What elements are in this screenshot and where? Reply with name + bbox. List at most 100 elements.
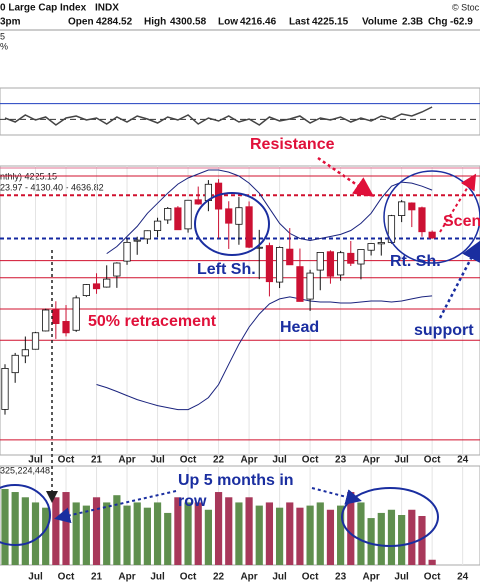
candle-body bbox=[337, 252, 345, 276]
candle-body bbox=[133, 239, 141, 242]
volume-bar bbox=[245, 497, 253, 565]
candle-body bbox=[62, 321, 70, 334]
volume-bar bbox=[204, 509, 212, 565]
open-value: 4284.52 bbox=[96, 17, 133, 28]
fragment: % bbox=[0, 41, 8, 51]
volume-bar bbox=[62, 492, 70, 565]
candle-body bbox=[367, 243, 375, 251]
candle-body bbox=[225, 208, 233, 224]
annotation: 50% retracement bbox=[88, 313, 217, 330]
annotation: Scen bbox=[443, 213, 480, 230]
high-value: 4300.58 bbox=[170, 17, 207, 28]
candle-body bbox=[275, 247, 284, 283]
x-tick-label: Jul bbox=[272, 455, 287, 466]
candle-body bbox=[357, 249, 365, 265]
band-legend: 23.97 - 4130.40 - 4636.82 bbox=[0, 182, 104, 192]
x-tick-label: Oct bbox=[424, 572, 441, 583]
price-panel bbox=[0, 165, 480, 456]
indicator-panel bbox=[0, 87, 480, 136]
candle-body bbox=[408, 202, 416, 211]
volume-bar bbox=[265, 502, 274, 565]
volume-bar bbox=[92, 497, 101, 565]
indicator-line bbox=[4, 106, 433, 126]
annotation: Resistance bbox=[250, 136, 335, 153]
volume-bar bbox=[316, 502, 324, 565]
chg-value: -62.9 bbox=[450, 17, 473, 28]
high-label: High bbox=[144, 17, 166, 28]
candle-body bbox=[164, 208, 172, 221]
candle-body bbox=[418, 207, 426, 233]
candle-body bbox=[286, 248, 294, 266]
candle-body bbox=[82, 284, 90, 297]
plot-layer: Jul Oct 21 Apr Jul Oct 22 Apr Jul Oct 23 Apr Jul Oct 2… bbox=[0, 103, 480, 583]
volume-bar bbox=[306, 505, 314, 565]
candle-body bbox=[72, 297, 80, 331]
x-tick-label: Oct bbox=[424, 455, 441, 466]
volume-bar bbox=[235, 502, 243, 565]
candle-body bbox=[347, 252, 355, 264]
volume-scale-label: 325,224,448 bbox=[0, 465, 50, 475]
candle-body bbox=[296, 266, 304, 302]
volume-bar bbox=[357, 502, 365, 565]
candle-body bbox=[326, 251, 335, 277]
candle-body bbox=[194, 199, 202, 205]
volume-bar bbox=[418, 515, 426, 565]
volume-bar bbox=[21, 497, 29, 565]
candle-body bbox=[143, 230, 151, 240]
index-symbol: INDX bbox=[95, 3, 119, 14]
bollinger-band bbox=[106, 169, 433, 255]
x-tick-label: Jul bbox=[28, 455, 43, 466]
volume-circle bbox=[0, 484, 51, 546]
x-tick-label: Jul bbox=[150, 455, 165, 466]
scenario-arrow bbox=[439, 173, 477, 233]
x-tick-label: 24 bbox=[457, 572, 469, 583]
volume-bar bbox=[31, 502, 40, 565]
volume-bar bbox=[214, 492, 223, 565]
volume-bar bbox=[275, 507, 284, 565]
support-arrow bbox=[438, 240, 480, 319]
annotation-shapes bbox=[0, 156, 480, 547]
candle-body bbox=[1, 367, 9, 410]
candle-body bbox=[52, 308, 60, 325]
low-label: Low bbox=[218, 17, 238, 28]
volume-bar bbox=[174, 497, 182, 565]
x-tick-label: Oct bbox=[58, 572, 75, 583]
x-tick-label: Oct bbox=[180, 572, 197, 583]
volume-bar bbox=[286, 502, 294, 565]
volume-bar bbox=[123, 505, 131, 565]
x-tick-label: 22 bbox=[213, 455, 225, 466]
candle-body bbox=[184, 199, 192, 230]
x-tick-label: Jul bbox=[394, 572, 409, 583]
candle-body bbox=[306, 272, 314, 300]
x-tick-label: Oct bbox=[302, 455, 319, 466]
x-tick-label: 21 bbox=[91, 572, 103, 583]
right-shoulder-circle bbox=[383, 170, 480, 264]
volume-bar bbox=[82, 505, 90, 565]
volume-arrow bbox=[54, 490, 177, 524]
volume-bar bbox=[194, 502, 202, 565]
last-value: 4225.15 bbox=[312, 17, 349, 28]
x-tick-label: 23 bbox=[335, 455, 347, 466]
volume-bar bbox=[113, 495, 121, 565]
x-tick-label: Oct bbox=[302, 572, 319, 583]
volume-bar bbox=[255, 505, 263, 565]
x-tick-label: Oct bbox=[58, 455, 75, 466]
volume-bar bbox=[225, 497, 233, 565]
candle-body bbox=[123, 241, 131, 262]
candle-body bbox=[103, 278, 111, 288]
fragment: 5 bbox=[0, 31, 5, 41]
volume-bar bbox=[164, 512, 172, 565]
x-tick-label: Apr bbox=[240, 455, 257, 466]
volume-bar bbox=[428, 559, 436, 565]
bollinger-band bbox=[96, 295, 433, 411]
last-label: Last bbox=[289, 17, 310, 28]
copyright: © Stoc bbox=[452, 2, 480, 12]
left-shoulder-circle bbox=[194, 192, 270, 256]
candle-body bbox=[265, 245, 274, 283]
volume-bar bbox=[387, 509, 396, 565]
volume-bar bbox=[103, 502, 111, 565]
x-tick-label: 22 bbox=[213, 572, 225, 583]
candle-body bbox=[11, 354, 19, 374]
